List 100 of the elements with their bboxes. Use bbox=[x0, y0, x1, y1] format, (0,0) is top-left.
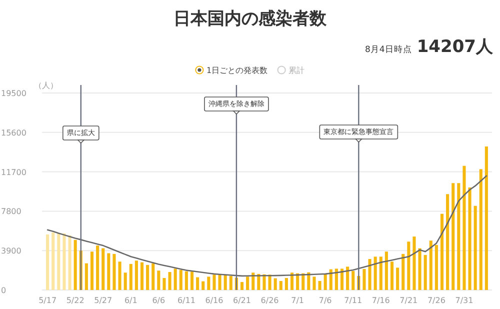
bar bbox=[434, 244, 438, 290]
bar bbox=[118, 262, 122, 290]
bar bbox=[252, 272, 255, 290]
bar bbox=[174, 268, 177, 290]
bar bbox=[240, 282, 244, 290]
bar bbox=[74, 240, 77, 290]
bar bbox=[62, 233, 66, 290]
chart-title: 日本国内の感染者数 bbox=[174, 9, 328, 29]
bar bbox=[424, 254, 427, 290]
x-tick-label: 6/16 bbox=[205, 296, 224, 305]
bar bbox=[129, 264, 132, 290]
bar bbox=[402, 254, 405, 290]
chart-subtitle: 8月4日時点 14207人 bbox=[365, 37, 494, 57]
bar bbox=[229, 276, 232, 290]
bar bbox=[457, 183, 460, 290]
y-tick-label: 0 bbox=[1, 286, 6, 295]
x-tick-label: 7/31 bbox=[455, 296, 474, 305]
bar bbox=[207, 276, 210, 290]
bar bbox=[168, 272, 172, 290]
bar bbox=[196, 277, 200, 290]
y-tick-label: 7800 bbox=[1, 207, 22, 216]
bar bbox=[212, 274, 216, 290]
bar bbox=[446, 194, 450, 290]
x-tick-label: 6/6 bbox=[152, 296, 166, 305]
legend-label: 1日ごとの発表数 bbox=[206, 66, 268, 75]
x-tick-label: 5/17 bbox=[38, 296, 57, 305]
x-tick-label: 7/21 bbox=[400, 296, 418, 305]
bar bbox=[474, 206, 477, 290]
y-tick-label: 11700 bbox=[1, 168, 26, 177]
bar bbox=[274, 278, 277, 290]
bar bbox=[379, 256, 382, 290]
bar bbox=[84, 263, 88, 290]
bar bbox=[484, 146, 488, 290]
bar bbox=[479, 169, 482, 290]
bar bbox=[418, 248, 422, 290]
bar bbox=[262, 274, 266, 290]
bar bbox=[134, 260, 138, 290]
bar bbox=[202, 281, 205, 290]
bar bbox=[318, 281, 322, 290]
bar bbox=[179, 270, 182, 290]
bar bbox=[390, 262, 394, 290]
bar bbox=[340, 268, 344, 290]
x-tick-label: 7/16 bbox=[372, 296, 390, 305]
bar bbox=[290, 272, 294, 290]
y-tick-label: 3900 bbox=[1, 246, 22, 256]
x-tick-label: 6/1 bbox=[124, 296, 138, 305]
bar bbox=[96, 246, 100, 290]
bar bbox=[374, 256, 377, 290]
bar bbox=[157, 270, 160, 290]
legend-label: 累計 bbox=[288, 66, 305, 75]
bar bbox=[102, 248, 105, 290]
bar bbox=[296, 273, 300, 290]
bar bbox=[352, 271, 355, 290]
line-series bbox=[46, 175, 488, 277]
x-tick-label: 5/22 bbox=[66, 296, 84, 305]
bar bbox=[324, 274, 327, 290]
bar bbox=[307, 272, 310, 290]
x-tick-label: 6/21 bbox=[233, 296, 251, 305]
x-tick-label: 5/27 bbox=[94, 296, 112, 305]
bar bbox=[162, 278, 166, 290]
bar bbox=[279, 281, 282, 290]
bar bbox=[184, 271, 188, 290]
bar bbox=[368, 258, 372, 290]
bar bbox=[452, 183, 455, 290]
bar bbox=[429, 240, 432, 290]
x-tick-label: 7/6 bbox=[318, 296, 332, 305]
bar bbox=[468, 187, 472, 290]
bar bbox=[440, 214, 444, 290]
bar bbox=[107, 253, 110, 290]
bar bbox=[46, 234, 50, 290]
bar bbox=[146, 264, 150, 290]
bar bbox=[407, 242, 410, 290]
y-tick-label: 15600 bbox=[1, 128, 26, 138]
bar bbox=[284, 278, 288, 290]
bar bbox=[334, 268, 338, 290]
x-tick-label: 6/11 bbox=[177, 296, 196, 305]
bar bbox=[57, 233, 60, 290]
bar bbox=[90, 252, 94, 290]
bar bbox=[346, 266, 350, 290]
bar bbox=[312, 276, 316, 290]
bar bbox=[124, 272, 127, 290]
bar bbox=[362, 268, 366, 290]
bar bbox=[190, 272, 194, 290]
bar bbox=[218, 274, 222, 290]
x-tick-label: 7/1 bbox=[291, 296, 304, 305]
bar bbox=[152, 263, 155, 290]
bar bbox=[412, 236, 416, 290]
x-tick-label: 6/26 bbox=[260, 296, 279, 305]
bar bbox=[224, 274, 227, 290]
bar bbox=[329, 269, 332, 290]
x-tick-label: 7/26 bbox=[427, 296, 446, 305]
y-axis-title: （人） bbox=[34, 81, 58, 90]
y-tick-label: 19500 bbox=[1, 89, 26, 98]
bar bbox=[140, 262, 144, 290]
bar bbox=[384, 252, 388, 290]
bar bbox=[68, 235, 72, 290]
bar bbox=[112, 254, 116, 290]
bar bbox=[396, 268, 400, 290]
bar bbox=[462, 166, 466, 290]
bar bbox=[52, 232, 55, 290]
